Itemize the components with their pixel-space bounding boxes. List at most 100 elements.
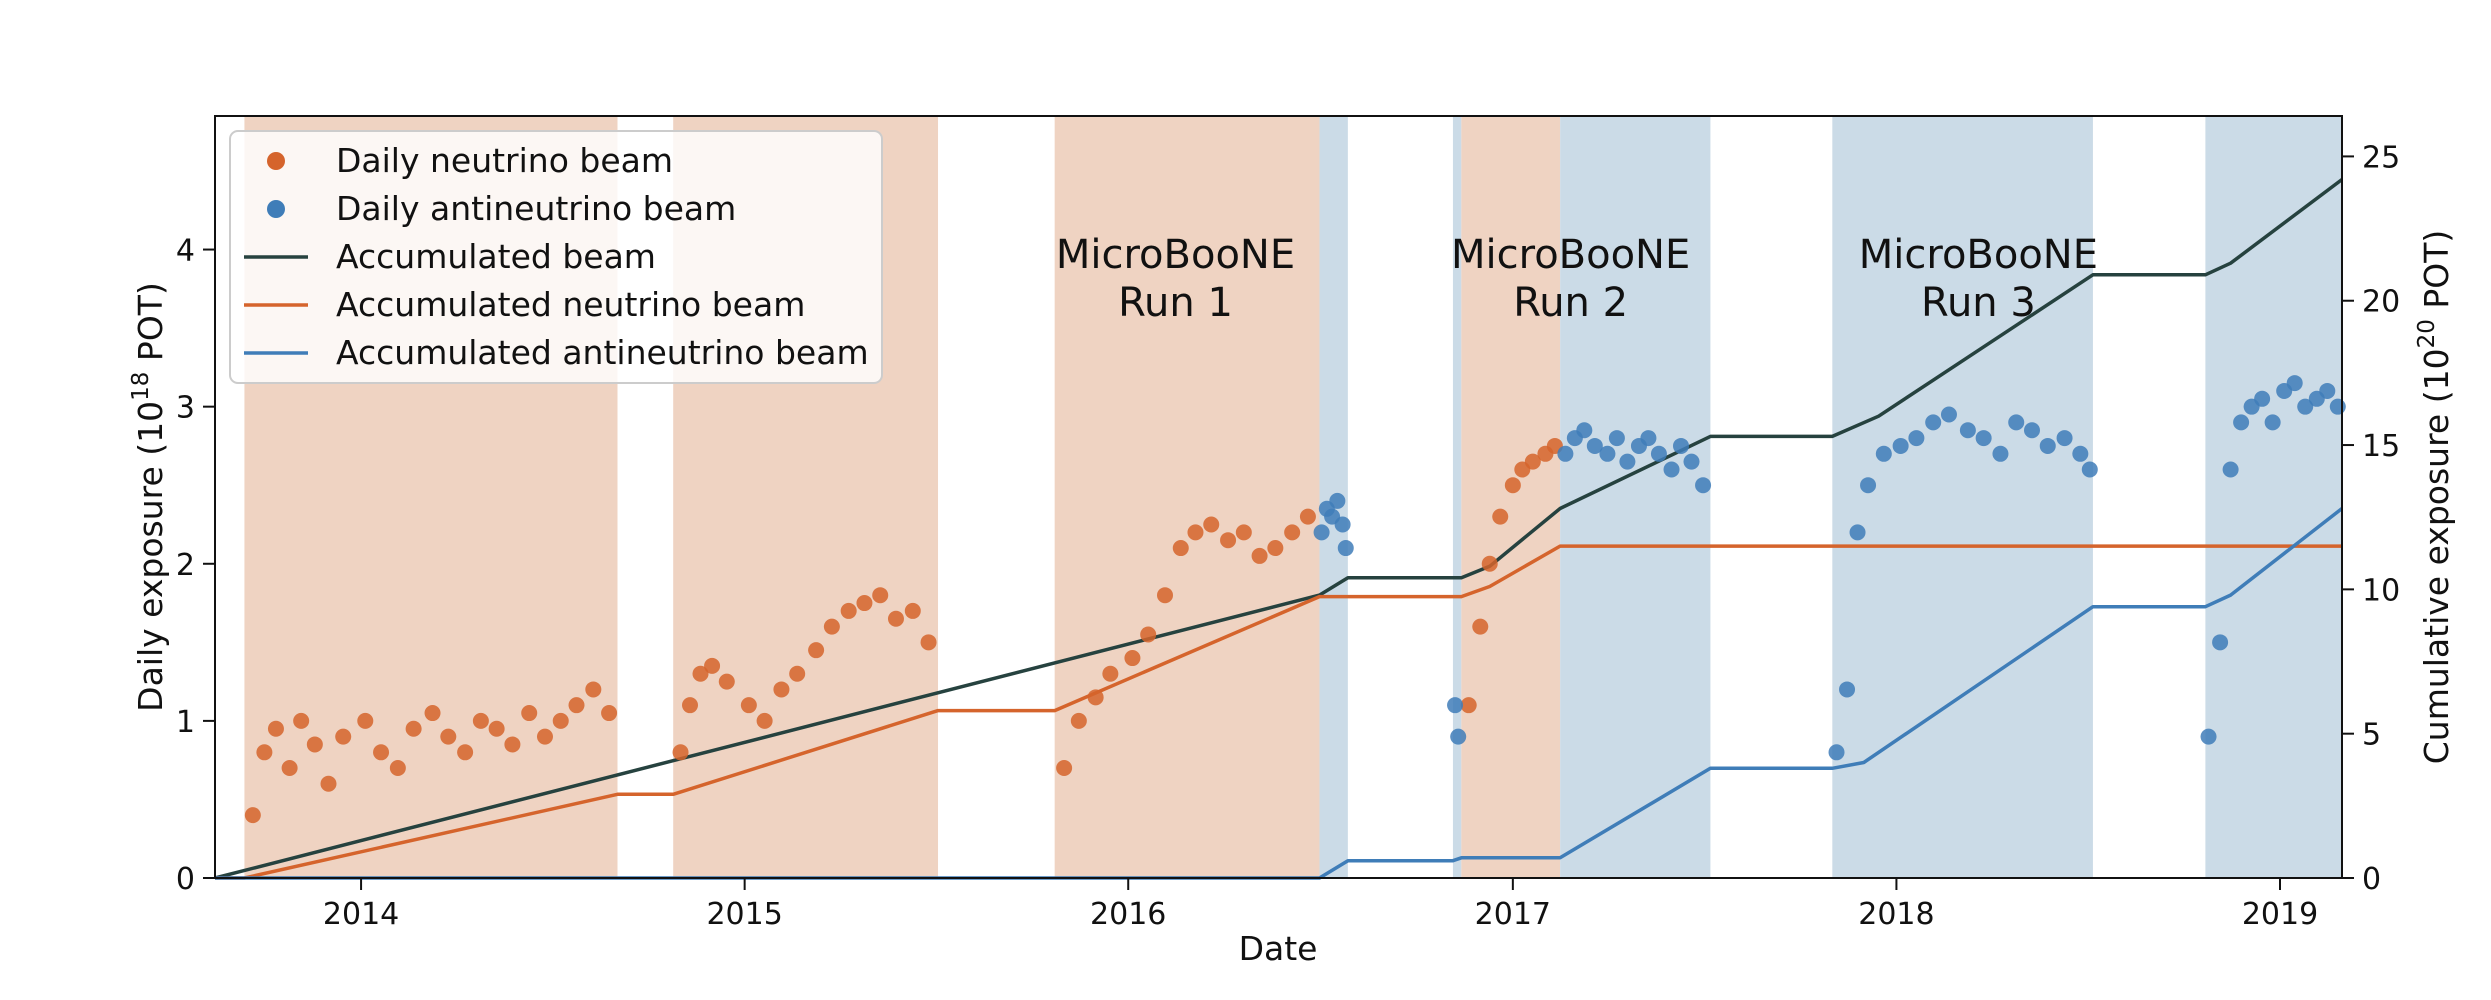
neutrino-point xyxy=(293,712,310,729)
neutrino-point xyxy=(1481,555,1498,572)
x-tick-label: 2016 xyxy=(1090,897,1166,932)
legend-label: Accumulated antineutrino beam xyxy=(336,333,869,372)
antineutrino-point xyxy=(1992,445,2009,462)
neutrino-point xyxy=(773,681,790,698)
neutrino-point xyxy=(872,587,889,604)
accumulated-beam-line xyxy=(214,178,2344,880)
x-tick-label: 2017 xyxy=(1475,897,1551,932)
legend-label: Daily neutrino beam xyxy=(336,141,673,180)
neutrino-point xyxy=(1299,508,1316,525)
neutrino-point xyxy=(1124,650,1141,667)
neutrino-point xyxy=(521,705,538,722)
neutrino-point xyxy=(840,602,857,619)
antineutrino-point xyxy=(1557,445,1574,462)
neutrino-point xyxy=(1284,524,1301,541)
right-y-axis-label: Cumulative exposure (1020 POT) xyxy=(2414,230,2456,765)
run-annotation-title: MicroBooNE xyxy=(1056,232,1295,278)
run-annotation-number: Run 3 xyxy=(1921,280,2036,326)
x-tick-label: 2015 xyxy=(706,897,782,932)
antineutrino-point xyxy=(1672,437,1689,454)
neutrino-point xyxy=(357,712,374,729)
run-annotation-title: MicroBooNE xyxy=(1451,232,1690,278)
neutrino-point xyxy=(1102,665,1119,682)
neutrino-point xyxy=(1504,477,1521,494)
neutrino-point xyxy=(536,728,553,745)
neutrino-point xyxy=(373,744,390,761)
antineutrino-point xyxy=(2319,382,2336,399)
neutrino-point xyxy=(1524,453,1541,470)
neutrino-point xyxy=(1070,712,1087,729)
legend: Daily neutrino beam Daily antineutrino be… xyxy=(229,130,883,384)
neutrino-point xyxy=(424,705,441,722)
neutrino-beam-period xyxy=(1054,116,1320,878)
antineutrino-point xyxy=(1839,681,1856,698)
neutrino-point xyxy=(704,657,721,674)
neutrino-point xyxy=(601,705,618,722)
antineutrino-point xyxy=(1450,728,1467,745)
neutrino-point xyxy=(472,712,489,729)
neutrino-point xyxy=(1140,626,1157,643)
antineutrino-point xyxy=(2264,414,2281,431)
x-tick-label: 2014 xyxy=(323,897,399,932)
x-axis-label: Date xyxy=(1239,929,1318,968)
antineutrino-point xyxy=(2222,461,2239,478)
antineutrino-point xyxy=(1695,477,1712,494)
y-tick-label: 2 xyxy=(176,548,195,583)
legend-label: Accumulated beam xyxy=(336,237,656,276)
neutrino-point xyxy=(504,736,521,753)
antineutrino-point xyxy=(1940,406,1957,423)
antineutrino-point xyxy=(2286,375,2303,392)
accumulated-antineutrino-beam-line xyxy=(215,507,2344,880)
antineutrino-point xyxy=(1925,414,1942,431)
neutrino-point xyxy=(1056,760,1073,777)
antineutrino-point xyxy=(1329,492,1346,509)
neutrino-point xyxy=(1460,697,1477,714)
run-annotation-title: MicroBooNE xyxy=(1859,232,2098,278)
antineutrino-point xyxy=(2212,634,2229,651)
y-tick-label: 3 xyxy=(176,391,195,426)
neutrino-point xyxy=(281,760,298,777)
run-annotation-number: Run 1 xyxy=(1118,280,1233,326)
antineutrino-point xyxy=(1447,697,1464,714)
neutrino-point xyxy=(1203,516,1220,533)
neutrino-point xyxy=(756,712,773,729)
y2-tick-label: 20 xyxy=(2362,285,2400,320)
antineutrino-point xyxy=(1860,477,1877,494)
neutrino-point xyxy=(1172,540,1189,557)
antineutrino-point xyxy=(1663,461,1680,478)
antineutrino-point xyxy=(2233,414,2250,431)
y-tick-label: 1 xyxy=(176,705,195,740)
antineutrino-point xyxy=(2297,398,2314,415)
legend-box xyxy=(229,130,883,384)
neutrino-point xyxy=(1492,508,1509,525)
antineutrino-point xyxy=(2072,445,2089,462)
neutrino-point xyxy=(789,665,806,682)
neutrino-point xyxy=(585,681,602,698)
neutrino-point xyxy=(440,728,457,745)
neutrino-point xyxy=(1157,587,1174,604)
neutrino-point xyxy=(692,665,709,682)
legend-label: Accumulated neutrino beam xyxy=(336,285,805,324)
neutrino-point xyxy=(1472,618,1489,635)
y-axis-label: Daily exposure (1018 POT) xyxy=(128,282,170,712)
antineutrino-point xyxy=(2081,461,2098,478)
accumulated-lines xyxy=(214,178,2344,880)
neutrino-point xyxy=(488,720,505,737)
antineutrino-point xyxy=(1334,516,1351,533)
neutrino-point xyxy=(389,760,406,777)
antineutrino-point xyxy=(1640,430,1657,447)
y2-tick-label: 5 xyxy=(2362,718,2381,753)
neutrino-point xyxy=(1087,689,1104,706)
neutrino-point xyxy=(335,728,352,745)
neutrino-point xyxy=(718,673,735,690)
neutrino-point xyxy=(320,775,337,792)
left-y-axis-ticks: 0 1 2 3 4 xyxy=(176,234,215,897)
antineutrino-beam-period xyxy=(2205,116,2342,878)
y2-tick-label: 10 xyxy=(2362,573,2400,608)
antineutrino-beam-period xyxy=(1832,116,2093,878)
antineutrino-point xyxy=(1337,540,1354,557)
antineutrino-point xyxy=(1313,524,1330,541)
daily-points xyxy=(244,375,2346,824)
antineutrino-point xyxy=(1959,422,1976,439)
antineutrino-point xyxy=(2254,390,2271,407)
